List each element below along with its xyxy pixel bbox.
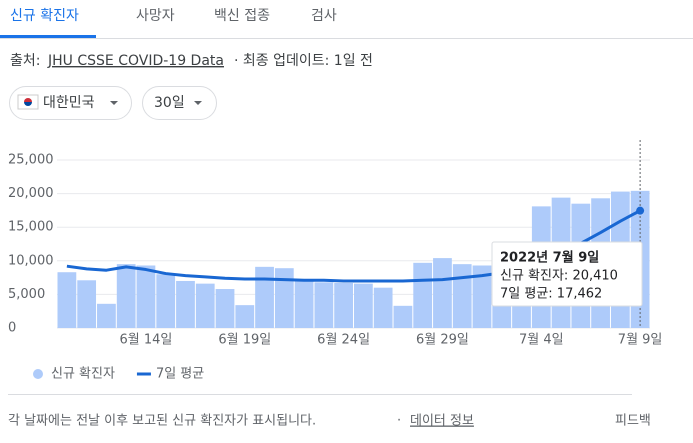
bar: [156, 274, 176, 328]
source-label: 출처:: [10, 53, 40, 69]
tooltip-text: 7일 평균: 17,462: [500, 287, 602, 302]
hover-point: [636, 206, 645, 215]
x-tick-label: 6월 19일: [218, 333, 271, 348]
legend-label: 7일 평균: [156, 367, 204, 382]
flag-icon: [17, 94, 39, 110]
y-tick-label: 0: [8, 321, 16, 336]
legend-label: 신규 확진자: [51, 367, 115, 382]
tab[interactable]: 신규 확진자: [10, 8, 79, 24]
tab[interactable]: 사망자: [136, 8, 175, 24]
bar: [235, 305, 255, 328]
bar: [77, 280, 97, 328]
region-dropdown[interactable]: [9, 86, 132, 120]
x-tick-label: 6월 29일: [416, 333, 469, 348]
x-tick-label: 6월 24일: [317, 333, 370, 348]
y-tick-label: 15,000: [8, 220, 54, 235]
legend-swatch: [33, 369, 43, 379]
bar: [255, 266, 274, 328]
bar: [136, 265, 156, 328]
x-tick-label: 6월 14일: [120, 333, 173, 348]
dropdown-arrow: [194, 101, 202, 105]
bar: [373, 287, 393, 328]
feedback-link[interactable]: 피드백: [615, 414, 651, 429]
footer-separator: ·: [397, 414, 401, 429]
y-tick-label: 20,000: [8, 186, 54, 201]
bar: [452, 264, 472, 328]
bar: [472, 265, 492, 328]
dropdown-label[interactable]: 30일: [154, 95, 185, 111]
bar: [334, 282, 353, 328]
tooltip-text: 신규 확진자: 20,410: [500, 269, 618, 284]
footer-note: 각 날짜에는 전날 이후 보고된 신규 확진자가 표시됩니다.: [8, 414, 316, 429]
dropdown-arrow: [110, 101, 118, 105]
x-tick-label: 7월 4일: [519, 333, 564, 348]
bar: [354, 283, 373, 328]
bar: [294, 280, 314, 328]
bar: [57, 272, 77, 328]
bar: [215, 289, 235, 328]
chart: 0 5,000 10,000 15,000 20,000 25,000 6월 14일 6월 1…: [8, 140, 662, 382]
active-tab-indicator: [0, 35, 96, 38]
tab[interactable]: 백신 접종: [214, 8, 270, 24]
bar: [176, 280, 195, 328]
tooltip-text: 2022년 7월 9일: [500, 250, 599, 266]
bar: [393, 305, 413, 328]
y-tick-label: 5,000: [8, 287, 45, 302]
source-link[interactable]: JHU CSSE COVID-19 Data: [47, 53, 224, 69]
footer-link[interactable]: 데이터 정보: [410, 414, 474, 429]
bar: [274, 268, 294, 328]
bar: [97, 303, 116, 328]
x-tick-label: 7월 9일: [618, 333, 663, 348]
bar: [116, 264, 136, 328]
tab[interactable]: 검사: [311, 8, 337, 24]
dropdown-label[interactable]: 대한민국: [43, 95, 95, 111]
bar: [314, 282, 334, 328]
bar: [195, 283, 215, 328]
bar: [413, 262, 433, 328]
y-tick-label: 10,000: [8, 253, 54, 268]
y-tick-label: 25,000: [8, 153, 54, 168]
update-note: · 최종 업데이트: 1일 전: [234, 53, 373, 69]
period-dropdown[interactable]: [142, 86, 217, 120]
tooltip-box: [491, 241, 643, 307]
bar: [433, 258, 452, 328]
